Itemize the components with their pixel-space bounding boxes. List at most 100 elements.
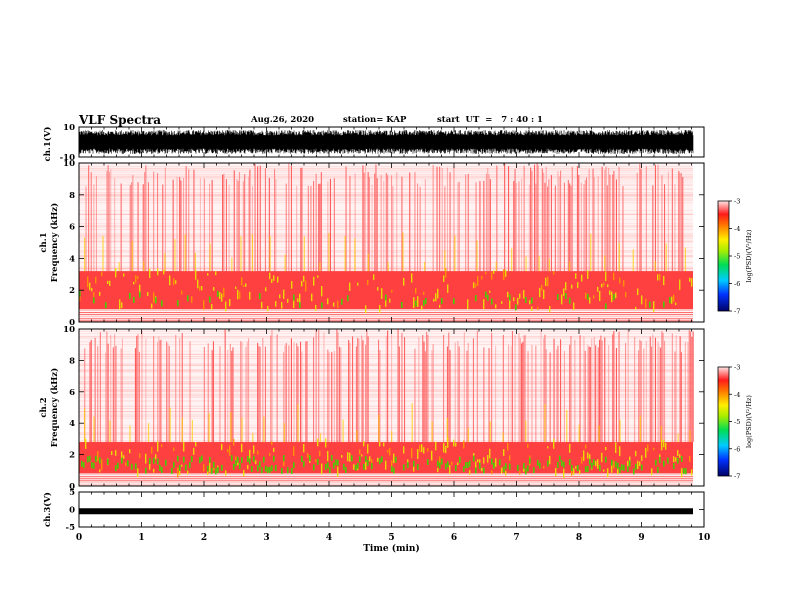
ch1-spectrogram-spike bbox=[495, 261, 497, 272]
ch1-spectrogram-speckle-row bbox=[79, 235, 693, 237]
ch2-spectrogram-fleck bbox=[207, 471, 209, 476]
ch2-spectrogram-speckle-row bbox=[79, 370, 693, 371]
ch2-spectrogram-fleck bbox=[327, 450, 329, 462]
ch2-spectrogram-green-fleck bbox=[677, 457, 679, 464]
ch2-spectrogram-spike bbox=[489, 421, 491, 443]
ch2-spectrogram-green-fleck bbox=[379, 458, 381, 465]
ch1-spectrogram-speckle-row bbox=[79, 256, 693, 257]
ch2-spectrogram-fleck bbox=[183, 441, 185, 452]
ch2-spectrogram-streak bbox=[211, 350, 213, 443]
ch2-spectrogram-fleck bbox=[363, 441, 365, 447]
ch2-spectrogram-streak bbox=[246, 341, 248, 443]
ch2-spectrogram-fleck bbox=[137, 468, 139, 478]
ch2-spectrogram-streak bbox=[207, 343, 209, 443]
ch1-spectrogram-fleck bbox=[163, 269, 165, 275]
ch1-spectrogram-streak bbox=[307, 185, 309, 272]
ch2-spectrogram-streak bbox=[336, 329, 338, 443]
ch2-spectrogram-fleck bbox=[675, 457, 677, 462]
ch2-spectrogram-streak bbox=[115, 345, 117, 443]
ch2-spectrogram-spike bbox=[356, 430, 358, 443]
ch1-spectrogram-streak bbox=[604, 169, 606, 272]
ch2-spectrogram-green-fleck bbox=[621, 464, 623, 471]
ch2-spectrogram-fleck bbox=[451, 461, 453, 466]
ch1-spectrogram-speckle-row bbox=[79, 171, 693, 173]
ch1-spectrogram-streak bbox=[608, 168, 610, 272]
ch1-spectrogram-fleck bbox=[539, 287, 541, 298]
ch2-spectrogram-fleck bbox=[225, 470, 227, 476]
ch1-spectrogram-fleck bbox=[659, 273, 661, 281]
ch2-spectrogram-green-fleck bbox=[263, 456, 265, 463]
ch1-spectrogram-speckle-row bbox=[79, 268, 693, 269]
ch1-spectrogram-streak bbox=[409, 172, 411, 272]
ch1-spectrogram-streak bbox=[613, 170, 615, 272]
ch2-spectrogram-streak bbox=[283, 352, 285, 443]
ch2-spectrogram-streak bbox=[613, 331, 615, 443]
ch1-spectrogram-streak bbox=[185, 166, 187, 272]
ch1-spectrogram-fleck bbox=[287, 298, 289, 303]
ch2-spectrogram-speckle-row bbox=[79, 400, 693, 402]
ch1-spectrogram-streak bbox=[375, 164, 377, 272]
ch2-spectrogram-streak bbox=[245, 346, 247, 443]
ch1-spectrogram-fleck bbox=[573, 302, 575, 311]
ch2-spectrogram-streak bbox=[168, 345, 170, 443]
ch1-spectrogram-fleck bbox=[135, 275, 137, 283]
ch2-spectrogram-green-fleck bbox=[559, 455, 561, 462]
ch2-spectrogram-speckle-row bbox=[79, 391, 693, 393]
ch1-spectrogram-fleck bbox=[365, 305, 367, 314]
ch2-spectrogram-streak bbox=[491, 332, 493, 443]
ch2-spectrogram-streak bbox=[391, 334, 393, 443]
ch1-spectrogram-spike bbox=[131, 240, 133, 272]
ch1-spectrogram-speckle-row bbox=[79, 223, 693, 225]
ch2-spectrogram-speckle-row bbox=[79, 370, 693, 372]
ch2-spectrogram-green-fleck bbox=[237, 456, 239, 463]
ch2-spectrogram-fleck bbox=[361, 454, 363, 457]
ch2-spectrogram-green-fleck bbox=[365, 456, 367, 463]
ch1-spectrogram-green-fleck bbox=[401, 301, 403, 308]
ch1-spectrogram-streak bbox=[107, 165, 109, 272]
ch1-spectrogram-streak bbox=[254, 163, 256, 272]
ch1-spectrogram-fleck bbox=[585, 292, 587, 299]
ch1-spectrogram-streak bbox=[164, 167, 166, 272]
ch1-spectrogram-streak bbox=[496, 165, 498, 272]
ch1-spectrogram-speckle-row bbox=[79, 181, 693, 183]
ch2-spectrogram-green-fleck bbox=[217, 467, 219, 474]
ch1-spectrogram-streak bbox=[523, 165, 525, 272]
ch2-spectrogram-green-fleck bbox=[257, 465, 259, 472]
ch2-spectrogram-streak bbox=[426, 331, 428, 443]
ch2-spectrogram-speckle-row bbox=[79, 350, 693, 352]
ch1-spectrogram-fleck bbox=[115, 268, 117, 278]
ch1-spectrogram-streak bbox=[557, 171, 559, 272]
ch1-spectrogram-fleck bbox=[277, 276, 279, 283]
ch2-spectrogram-fleck bbox=[589, 454, 591, 463]
ch2-spectrogram-streak bbox=[556, 349, 558, 443]
ch1-spectrogram-streak bbox=[368, 176, 370, 272]
ch1-spectrogram-streak bbox=[661, 175, 663, 272]
ch1-spectrogram-streak bbox=[371, 185, 373, 272]
ch2-spectrogram-green-fleck bbox=[499, 459, 501, 466]
ch1-spec-y-tick-label: 6 bbox=[69, 223, 75, 233]
ch2-spectrogram-streak bbox=[423, 341, 425, 443]
ch1-spectrogram-streak bbox=[363, 172, 365, 272]
ch2-spectrogram-fleck bbox=[543, 466, 545, 469]
ch2-spectrogram-green-fleck bbox=[291, 467, 293, 474]
ch2-spectrogram-green-fleck bbox=[491, 458, 493, 465]
ch1-spectrogram-fleck bbox=[523, 290, 525, 299]
ch1-spectrogram-fleck bbox=[133, 281, 135, 285]
ch1-spectrogram-streak bbox=[654, 164, 656, 272]
x-axis-label: Time (min) bbox=[363, 543, 420, 554]
ch2-spectrogram-streak bbox=[591, 338, 593, 443]
ch2-spectrogram-streak bbox=[385, 335, 387, 443]
ch2-spectrogram-fleck bbox=[607, 468, 609, 478]
ch2-spectrogram-fleck bbox=[679, 454, 681, 458]
ch2-spectrogram-streak bbox=[181, 333, 183, 443]
ch2-spectrogram-spike bbox=[431, 421, 433, 443]
ch2-spectrogram-streak bbox=[625, 343, 627, 443]
ch1-spectrogram-streak bbox=[636, 172, 638, 272]
ch2-spectrogram-green-fleck bbox=[367, 459, 369, 466]
ch2-spectrogram-spike bbox=[283, 423, 285, 443]
ch2-spectrogram-speckle-row bbox=[79, 353, 693, 355]
ch1-spectrogram-streak bbox=[362, 165, 364, 272]
ch2-spectrogram-green-fleck bbox=[439, 462, 441, 469]
ch1-spectrogram-fleck bbox=[207, 273, 209, 276]
ch1-spectrogram-speckle-row bbox=[79, 228, 693, 230]
